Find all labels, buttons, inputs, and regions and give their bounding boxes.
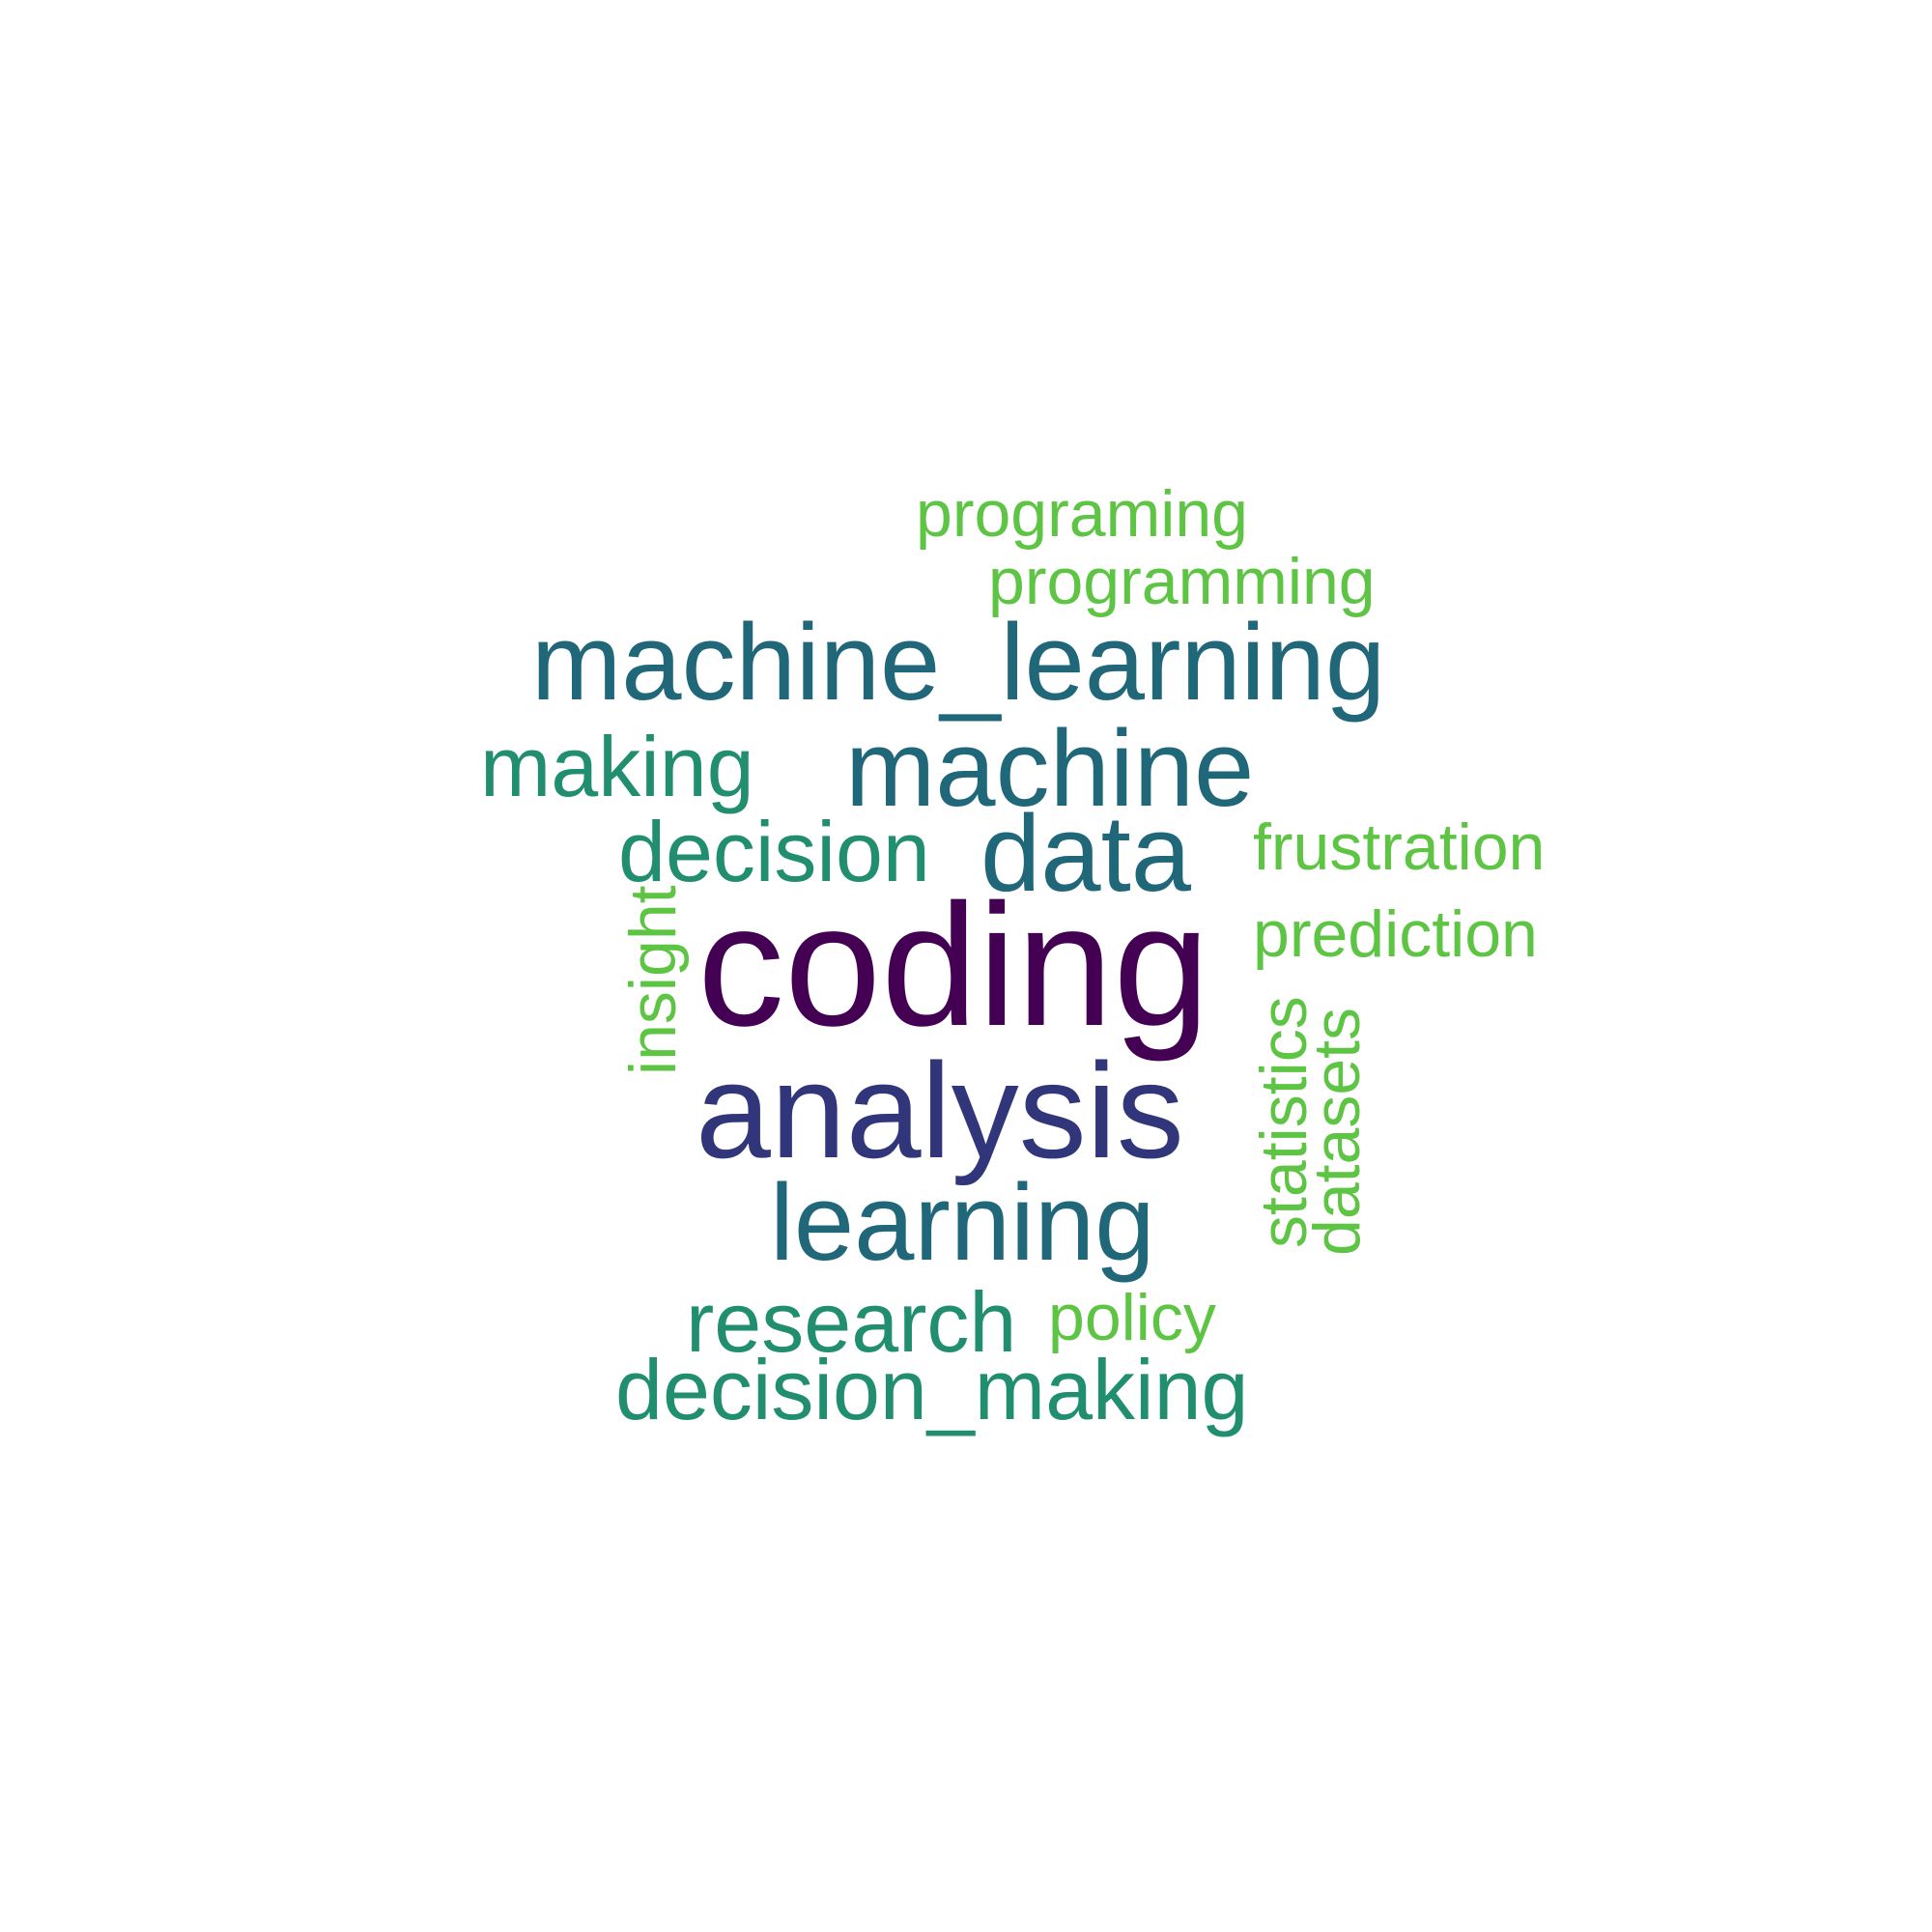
word-machine: machine bbox=[845, 708, 1255, 829]
word-frustration: frustration bbox=[1253, 810, 1546, 884]
word-policy: policy bbox=[1048, 1281, 1216, 1354]
word-datasets: datasets bbox=[1300, 1007, 1374, 1256]
word-decision-making: decision_making bbox=[615, 1342, 1249, 1437]
word-prediction: prediction bbox=[1253, 897, 1538, 971]
word-programing: programing bbox=[916, 477, 1248, 551]
word-decision: decision bbox=[618, 804, 930, 899]
word-learning: learning bbox=[770, 1162, 1155, 1283]
word-coding: coding bbox=[697, 868, 1210, 1063]
word-analysis: analysis bbox=[696, 1035, 1184, 1186]
word-insight: insight bbox=[616, 885, 690, 1075]
word-machine-learning: machine_learning bbox=[531, 602, 1386, 723]
word-making: making bbox=[480, 719, 754, 814]
word-programming: programming bbox=[988, 545, 1376, 618]
word-data: data bbox=[980, 793, 1191, 914]
word-research: research bbox=[686, 1274, 1017, 1370]
